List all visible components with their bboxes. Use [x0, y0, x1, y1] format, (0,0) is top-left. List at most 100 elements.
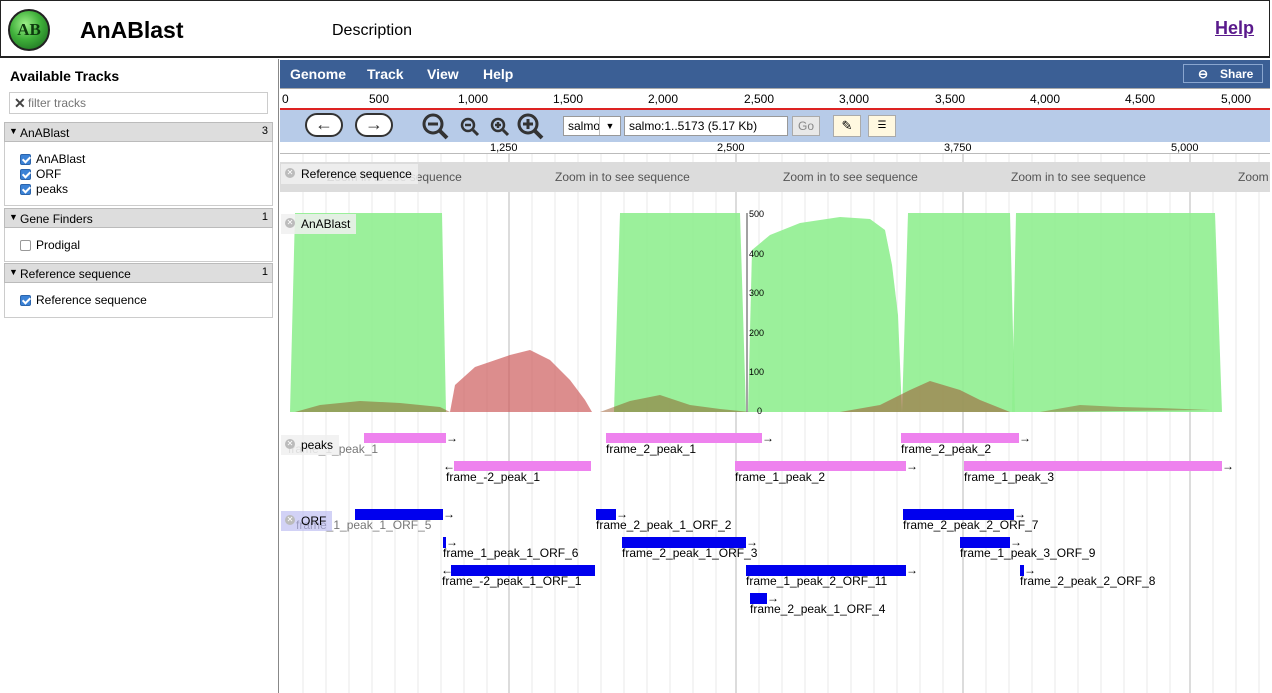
strand-arrow-right-icon: → — [443, 507, 455, 521]
orf-feature[interactable] — [443, 537, 446, 548]
available-tracks-title: Available Tracks — [10, 68, 120, 84]
zoom-in-big-icon[interactable] — [516, 112, 546, 140]
description-link[interactable]: Description — [332, 22, 413, 39]
orf-label: frame_2_peak_1_ORF_2 — [596, 518, 732, 532]
pan-right-button[interactable]: → — [355, 113, 393, 137]
overview-tick: 3,000 — [839, 92, 870, 106]
y-axis-tick: 300 — [749, 288, 765, 298]
peak-feature[interactable] — [606, 433, 762, 443]
highlight-button[interactable]: ✎ — [833, 115, 861, 137]
collapse-triangle-icon[interactable]: ▼ — [9, 126, 18, 136]
collapse-triangle-icon[interactable]: ▼ — [9, 267, 18, 277]
track-label-text: ORF — [301, 514, 327, 528]
close-track-icon[interactable]: ✕ — [285, 218, 295, 228]
checkbox-checked-icon[interactable] — [20, 154, 31, 165]
y-axis-tick: 200 — [749, 328, 765, 338]
overview-tick: 0 — [282, 92, 289, 106]
y-axis-tick: 400 — [749, 249, 765, 259]
track-label-text: Reference sequence — [301, 167, 412, 181]
strand-arrow-right-icon: → — [1019, 431, 1031, 445]
menu-help[interactable]: Help — [483, 66, 514, 82]
pan-left-button[interactable]: ← — [305, 113, 343, 137]
overview-ruler[interactable] — [280, 88, 1270, 110]
arrow-right-icon: → — [365, 114, 383, 134]
y-axis-tick: 100 — [749, 367, 765, 377]
checkbox-checked-icon[interactable] — [20, 295, 31, 306]
ruler-tick: 2,500 — [717, 142, 745, 154]
category-gene-finders-tracks — [4, 228, 273, 262]
help-link[interactable]: Help — [1215, 18, 1255, 38]
share-button[interactable]: ⊖ Share — [1183, 64, 1263, 83]
zoom-out-small-icon[interactable] — [459, 116, 483, 140]
peak-feature[interactable] — [364, 433, 446, 443]
track-item-label: Reference sequence — [36, 293, 147, 307]
strand-arrow-right-icon: → — [1014, 507, 1026, 521]
orf-feature[interactable] — [451, 565, 595, 576]
filter-tracks-input[interactable] — [28, 95, 258, 111]
category-name: Gene Finders — [20, 212, 93, 226]
chevron-down-icon[interactable]: ▼ — [599, 117, 620, 135]
zoom-out-big-icon[interactable] — [421, 112, 451, 140]
strand-arrow-right-icon: → — [906, 563, 918, 577]
track-label-reference-sequence[interactable]: ✕ Reference sequence — [281, 164, 418, 184]
menu-genome[interactable]: Genome — [290, 66, 347, 82]
strand-arrow-right-icon: → — [446, 535, 458, 549]
highlighter-icon: ✎ — [841, 118, 853, 133]
orf-feature[interactable] — [750, 593, 767, 604]
zoom-in-message: Zoom in to see sequence — [555, 170, 690, 184]
top-header — [0, 0, 1270, 58]
category-reference-sequence[interactable]: ▼ Reference sequence 1 — [4, 263, 273, 283]
reference-sequence-select[interactable]: salmo ▼ — [563, 116, 621, 136]
orf-feature[interactable] — [622, 537, 746, 548]
checkbox-checked-icon[interactable] — [20, 184, 31, 195]
close-track-icon[interactable]: ✕ — [285, 168, 295, 178]
clear-filter-icon[interactable]: ✕ — [14, 95, 26, 111]
location-input[interactable] — [624, 116, 788, 136]
category-count: 1 — [261, 211, 268, 223]
checkbox-checked-icon[interactable] — [20, 169, 31, 180]
track-label-anablast[interactable]: ✕ AnABlast — [281, 214, 357, 234]
strand-arrow-right-icon: → — [906, 459, 918, 473]
category-gene-finders[interactable]: ▼ Gene Finders 1 — [4, 208, 273, 228]
track-item-label: ORF — [36, 167, 62, 181]
peak-feature[interactable] — [964, 461, 1222, 471]
checkbox-unchecked-icon[interactable] — [20, 240, 31, 251]
go-button[interactable]: Go — [792, 116, 820, 136]
peak-feature[interactable] — [454, 461, 591, 471]
peak-feature[interactable] — [901, 433, 1019, 443]
show-hide-tracks-button[interactable]: ☰ — [868, 115, 896, 137]
zoom-in-small-icon[interactable] — [489, 116, 513, 140]
peak-feature[interactable] — [735, 461, 906, 471]
menu-track[interactable]: Track — [367, 66, 404, 82]
overview-tick: 2,500 — [744, 92, 775, 106]
strand-arrow-right-icon: → — [1024, 563, 1036, 577]
orf-feature[interactable] — [746, 565, 906, 576]
collapse-triangle-icon[interactable]: ▼ — [9, 212, 18, 222]
orf-label: frame_2_peak_1_ORF_3 — [622, 546, 758, 560]
orf-feature[interactable] — [596, 509, 616, 520]
orf-feature[interactable] — [903, 509, 1014, 520]
main-ruler — [280, 142, 1270, 154]
select-value: salmo — [568, 119, 601, 133]
orf-feature[interactable] — [355, 509, 443, 520]
link-icon: ⊖ — [1198, 67, 1209, 81]
orf-label: frame_1_peak_1_ORF_6 — [443, 546, 579, 560]
strand-arrow-right-icon: → — [746, 535, 758, 549]
track-label-text: AnABlast — [301, 217, 351, 231]
close-track-icon[interactable]: ✕ — [285, 515, 295, 525]
close-track-icon[interactable]: ✕ — [285, 439, 295, 449]
strand-arrow-right-icon: → — [1010, 535, 1022, 549]
overview-tick: 4,500 — [1125, 92, 1156, 106]
overview-tick: 1,500 — [553, 92, 584, 106]
peak-label: frame_1_peak_3 — [964, 470, 1055, 484]
category-count: 3 — [261, 125, 268, 137]
orf-feature[interactable] — [960, 537, 1010, 548]
strand-arrow-left-icon: ← — [443, 459, 455, 473]
track-label-orf[interactable]: ✕ ORF — [281, 511, 333, 531]
track-label-peaks[interactable]: ✕ peaks — [281, 435, 340, 455]
orf-feature[interactable] — [1020, 565, 1024, 576]
overview-tick: 1,000 — [458, 92, 489, 106]
category-anablast[interactable]: ▼ AnABlast 3 — [4, 122, 273, 142]
strand-arrow-right-icon: → — [616, 507, 628, 521]
menu-view[interactable]: View — [427, 66, 459, 82]
